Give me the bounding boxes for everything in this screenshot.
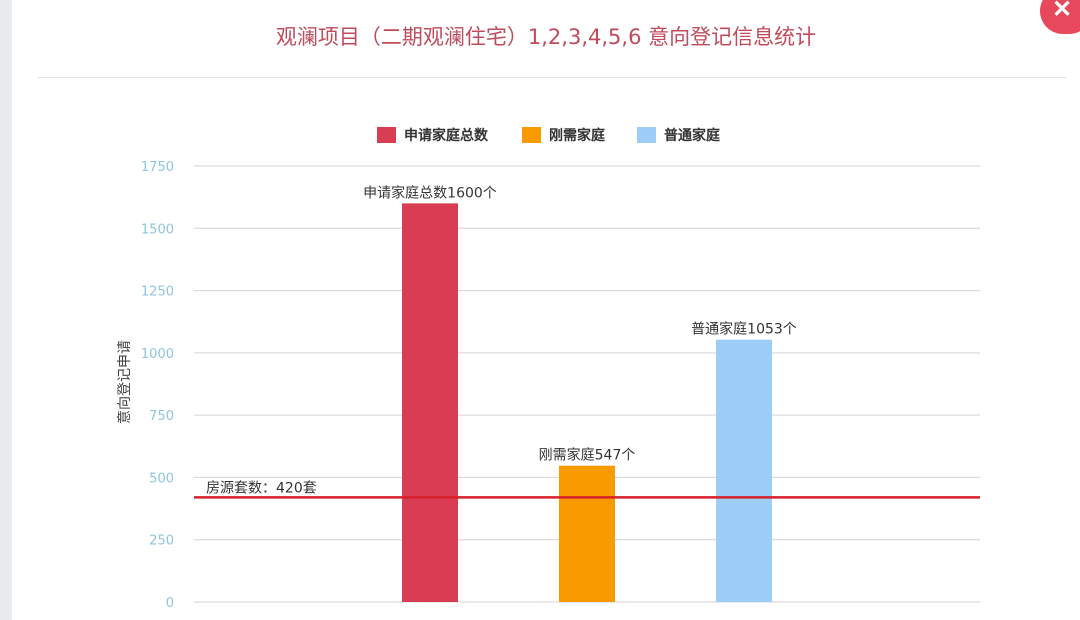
bar-value-label: 申请家庭总数1600个 bbox=[363, 184, 497, 201]
y-tick-label: 0 bbox=[166, 596, 174, 611]
reference-line-label: 房源套数：420套 bbox=[206, 480, 317, 496]
legend-label: 普通家庭 bbox=[664, 127, 721, 144]
legend-swatch bbox=[377, 127, 396, 143]
bar-value-label: 刚需家庭547个 bbox=[539, 447, 636, 464]
title-divider bbox=[38, 77, 1066, 78]
bars bbox=[402, 203, 772, 602]
legend-swatch bbox=[522, 127, 541, 143]
chart-title: 观澜项目（二期观澜住宅）1,2,3,4,5,6 意向登记信息统计 bbox=[275, 25, 817, 49]
bar-value-label: 普通家庭1053个 bbox=[691, 321, 797, 338]
y-axis-label: 意向登记申请 bbox=[116, 340, 133, 424]
reference-line-group: 房源套数：420套 bbox=[194, 480, 980, 499]
legend-swatch bbox=[637, 127, 656, 143]
y-tick-label: 1000 bbox=[141, 347, 174, 362]
legend-label: 刚需家庭 bbox=[549, 127, 606, 144]
bar bbox=[402, 203, 458, 602]
close-icon: ✕ bbox=[1052, 0, 1073, 23]
y-tick-label: 1250 bbox=[141, 285, 174, 300]
y-tick-label: 750 bbox=[149, 409, 174, 424]
bar bbox=[559, 465, 615, 602]
y-tick-label: 500 bbox=[149, 471, 174, 486]
bar bbox=[716, 339, 772, 602]
chart-panel: 观澜项目（二期观澜住宅）1,2,3,4,5,6 意向登记信息统计 bbox=[12, 0, 1080, 620]
close-button[interactable]: ✕ bbox=[1040, 0, 1080, 34]
legend: 申请家庭总数 刚需家庭 普通家庭 bbox=[377, 127, 721, 144]
legend-label: 申请家庭总数 bbox=[404, 127, 489, 144]
y-axis-ticks: 0 250 500 750 1000 1250 1500 1750 bbox=[141, 160, 174, 611]
y-tick-label: 250 bbox=[149, 534, 174, 549]
y-tick-label: 1750 bbox=[141, 160, 174, 175]
y-tick-label: 1500 bbox=[141, 222, 174, 237]
